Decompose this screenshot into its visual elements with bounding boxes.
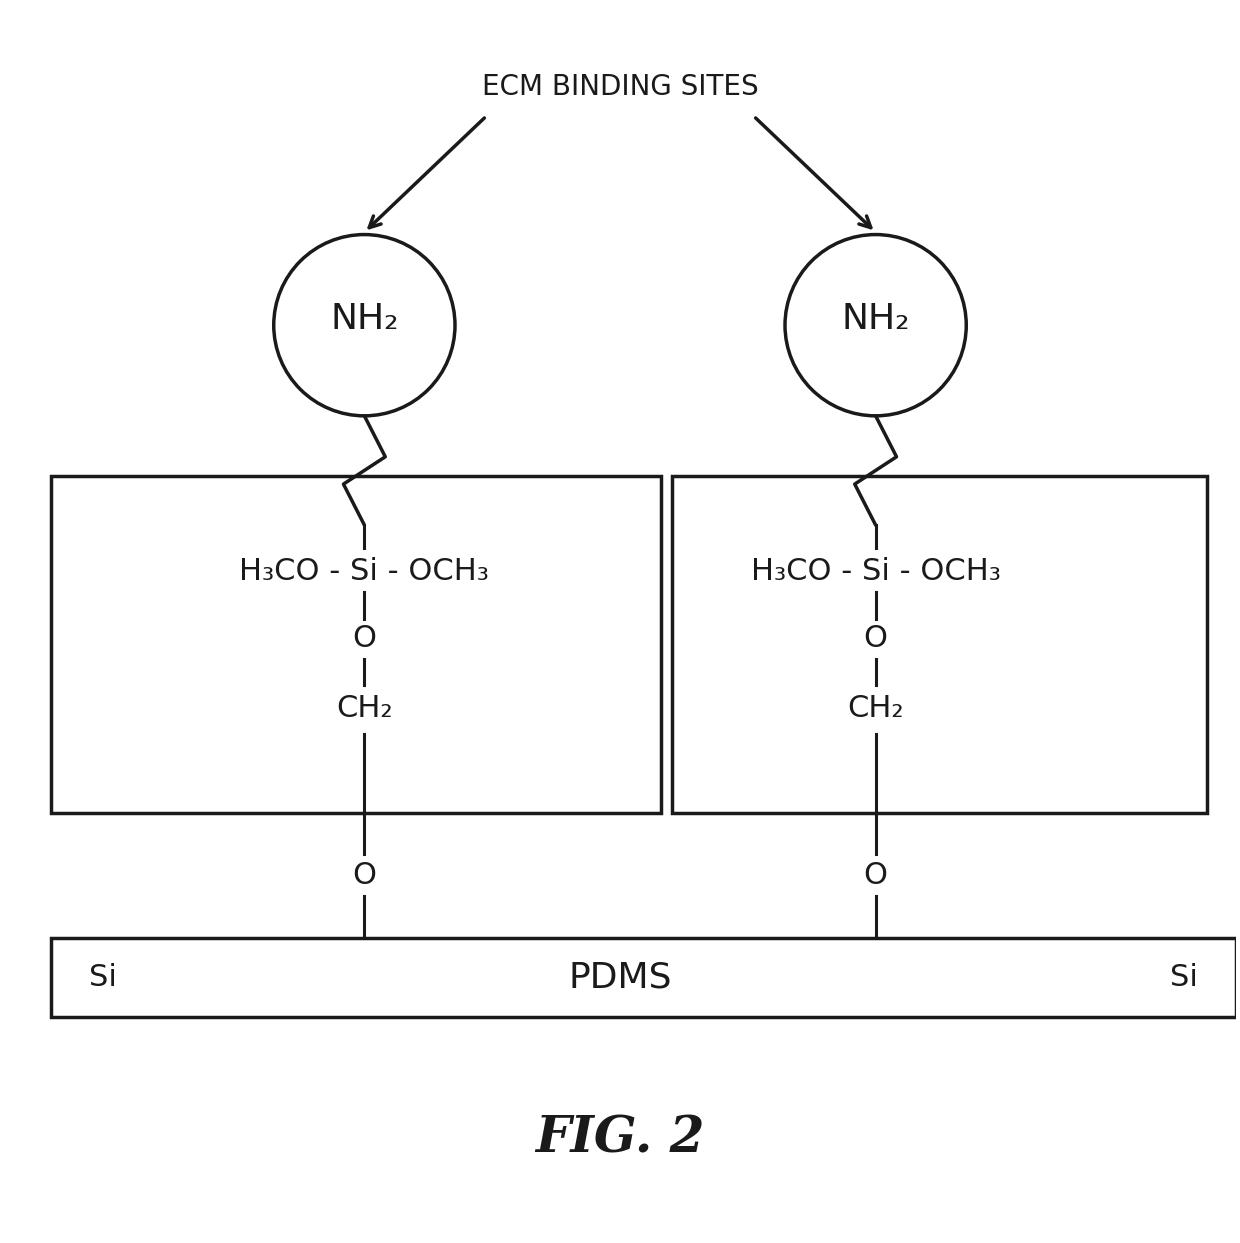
Text: FIG. 2: FIG. 2 [536,1114,704,1163]
Text: Si: Si [89,962,117,992]
Bar [672,476,1207,813]
Text: O: O [352,861,377,890]
Text: CH₂: CH₂ [847,694,904,723]
Bar [51,937,1236,1017]
Text: O: O [863,624,888,654]
Text: CH₂: CH₂ [336,694,393,723]
Text: NH₂: NH₂ [330,302,398,337]
Bar [51,476,661,813]
Text: ECM BINDING SITES: ECM BINDING SITES [481,73,759,101]
Text: PDMS: PDMS [568,960,672,994]
Text: H₃CO - Si - OCH₃: H₃CO - Si - OCH₃ [239,557,490,585]
Text: O: O [863,861,888,890]
Text: H₃CO - Si - OCH₃: H₃CO - Si - OCH₃ [750,557,1001,585]
Text: Si: Si [1169,962,1198,992]
Text: O: O [352,624,377,654]
Text: NH₂: NH₂ [842,302,910,337]
